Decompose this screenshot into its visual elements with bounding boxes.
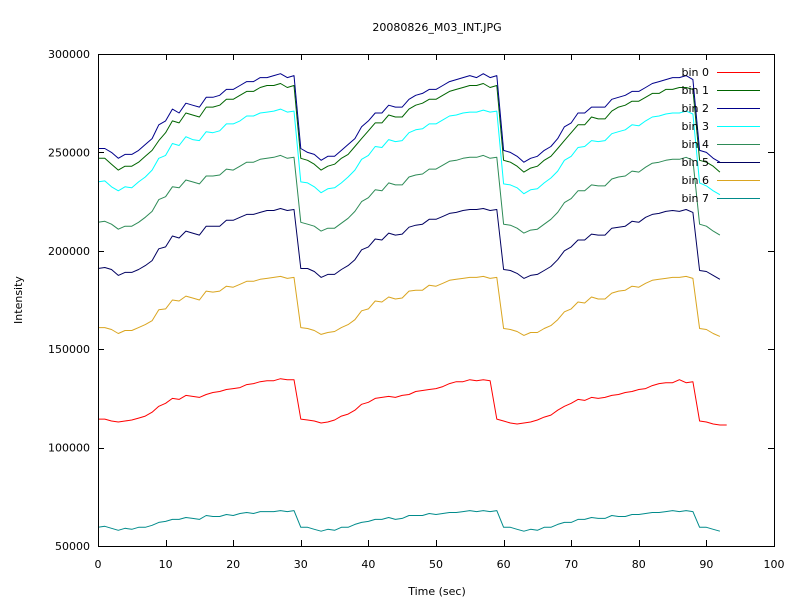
x-tick-labels: 0 10 20 30 40 50 60 70 80 90 100 xyxy=(95,558,785,571)
legend-label: bin 6 xyxy=(681,174,709,187)
legend-label: bin 1 xyxy=(681,84,709,97)
legend-label: bin 4 xyxy=(681,138,709,151)
series-line-bin-2 xyxy=(98,73,721,163)
legend-label: bin 3 xyxy=(681,120,709,133)
x-tick-label: 80 xyxy=(632,558,646,571)
x-tick-label: 100 xyxy=(764,558,785,571)
y-tick-label: 150000 xyxy=(48,343,90,356)
series-line-bin-4 xyxy=(97,154,721,236)
x-tick-label: 40 xyxy=(361,558,375,571)
series-line-bin-7 xyxy=(97,510,721,532)
y-tick-label: 200000 xyxy=(48,245,90,258)
x-tick-label: 70 xyxy=(564,558,578,571)
x-axis-label: Time (sec) xyxy=(407,585,466,598)
legend-label: bin 2 xyxy=(681,102,709,115)
y-tick-label: 300000 xyxy=(48,48,90,61)
x-tick-label: 20 xyxy=(226,558,240,571)
plot-frame xyxy=(98,54,775,547)
series-line-bin-1 xyxy=(98,83,721,173)
series-line-bin-6 xyxy=(98,275,721,337)
y-tick-label: 250000 xyxy=(48,146,90,159)
series-line-bin-3 xyxy=(97,108,721,196)
legend-label: bin 0 xyxy=(681,66,709,79)
series-line-bin-5 xyxy=(97,208,721,280)
legend-label: bin 5 xyxy=(681,156,709,169)
legend: bin 0 bin 1 bin 2 bin 3 bin 4 bin 5 bin 6 bin 7 xyxy=(681,66,760,205)
y-axis-label: Intensity xyxy=(12,276,25,324)
x-tick-label: 60 xyxy=(497,558,511,571)
chart-title: 20080826_M03_INT.JPG xyxy=(372,21,501,34)
x-tick-label: 30 xyxy=(294,558,308,571)
x-tick-label: 0 xyxy=(95,558,102,571)
y-tick-label: 100000 xyxy=(48,442,90,455)
x-tick-label: 50 xyxy=(429,558,443,571)
series-line-bin-0 xyxy=(98,378,727,426)
y-tick-labels: 50000 100000 150000 200000 250000 300000 xyxy=(48,48,90,553)
legend-label: bin 7 xyxy=(681,192,709,205)
plot-lines xyxy=(97,73,727,532)
axis-ticks xyxy=(98,54,775,547)
x-tick-label: 90 xyxy=(699,558,713,571)
y-tick-label: 50000 xyxy=(55,540,90,553)
x-tick-label: 10 xyxy=(159,558,173,571)
